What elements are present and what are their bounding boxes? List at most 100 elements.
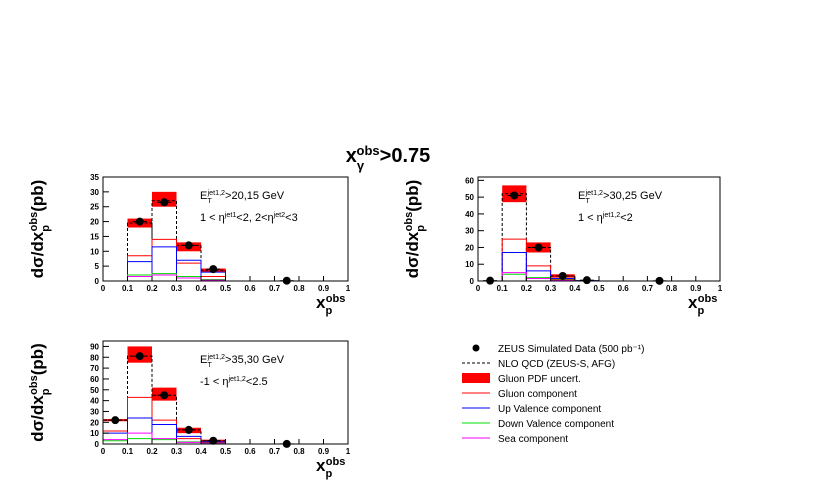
rich-text: dσ/dxpobs(pb) [28,180,52,279]
histogram-bin [127,355,153,444]
x-tick-label: 0.4 [569,284,581,293]
data-point [184,425,193,434]
x-tick-label: 0.6 [244,284,256,293]
y-tick-label: 80 [90,353,99,362]
y-tick-label: 90 [90,342,99,351]
histogram-bin [127,417,153,444]
text-part: E [200,354,207,366]
histogram-bin [127,274,153,281]
text-part: jet1,2 [585,189,603,197]
x-tick-label: 0.9 [318,447,330,456]
text-part: (pb) [28,343,47,375]
legend-label: Up Valence component [498,404,601,415]
legend-label: ZEUS Simulated Data (500 pb⁻¹) [498,344,644,355]
text-part: jet2 [273,211,286,219]
text-part: obs [403,212,415,232]
y-tick-label: 20 [90,218,99,227]
data-point [111,416,120,425]
legend-marker [472,344,480,352]
histogram-bin [127,222,153,281]
rich-text: xpobs [316,293,345,317]
text-part: obs [28,375,40,395]
x-tick-label: 0.9 [690,284,702,293]
rich-text: dσ/dxpobs(pb) [28,343,52,442]
text-part: obs [326,456,346,468]
rich-text: xpobs [316,456,345,480]
x-tick-label: 0 [101,447,106,456]
text-part: x [316,456,326,475]
data-point [558,271,567,280]
y-tick-label: 50 [465,193,474,202]
x-tick-label: 0.1 [122,284,134,293]
rich-text: 1 < ηjet1<2, 2<ηjet2<3 [200,211,298,224]
legend-label: Down Valence component [498,419,614,430]
text-part: <2, 2<η [236,212,273,224]
x-tick-label: 0.8 [293,284,305,293]
text-part: >35,30 GeV [225,354,285,366]
text-part: p [40,225,52,232]
legend-label: Gluon component [498,389,577,400]
text-part: (pb) [28,180,47,212]
x-tick-label: 1 [718,284,723,293]
x-tick-label: 0.9 [318,284,330,293]
histogram-bin [127,255,153,281]
x-tick-label: 0.5 [220,284,232,293]
x-tick-label: 0.3 [171,447,183,456]
histogram-bin [127,438,153,444]
text-part: T [207,361,212,369]
data-point [534,243,543,252]
y-tick-label: 20 [465,243,474,252]
histogram-bin [525,270,552,281]
y-tick-label: 10 [90,429,99,438]
text-part: obs [357,143,380,158]
text-part: jet1,2 [602,211,620,219]
data-point [510,191,519,200]
text-part: obs [28,212,40,232]
text-part: p [325,468,332,480]
text-part: (pb) [403,180,422,212]
rich-text: xpobs [688,293,717,317]
rich-text: ETjet1,2>20,15 GeV [200,189,285,205]
text-part: p [697,305,704,317]
text-part: T [207,197,212,205]
data-point [135,352,144,361]
y-tick-label: 0 [95,277,100,286]
y-tick-label: 10 [465,260,474,269]
histogram-bin [501,193,527,281]
text-part: T [585,197,590,205]
x-tick-label: 1 [346,447,351,456]
text-part: obs [698,293,718,305]
text-part: x [688,293,698,312]
text-part: γ [357,158,365,173]
text-part: p [415,225,427,232]
legend-label: Gluon PDF uncert. [498,374,581,385]
text-part: -1 < η [200,376,228,388]
y-tick-label: 0 [95,440,100,449]
text-part: dσ/dx [403,231,422,278]
legend-label: NLO QCD (ZEUS-S, AFG) [498,359,615,370]
x-tick-label: 0.7 [642,284,654,293]
histogram-bin [127,276,153,281]
x-tick-label: 0.4 [195,284,207,293]
y-tick-label: 15 [90,232,99,241]
histogram-bin [102,432,128,444]
y-tick-label: 30 [90,407,99,416]
y-tick-label: 20 [90,418,99,427]
histogram-bin [127,396,153,444]
text-part: 1 < η [578,212,603,224]
data-point [160,198,169,207]
y-tick-label: 70 [90,364,99,373]
x-tick-label: 0.1 [122,447,134,456]
text-part: <2 [620,212,633,224]
text-part: jet1,2 [207,353,225,361]
x-tick-label: 0.7 [269,284,281,293]
histogram-bin [151,423,177,444]
y-tick-label: 10 [90,247,99,256]
y-tick-label: 40 [90,397,99,406]
text-part: jet1 [224,211,237,219]
x-tick-label: 0.2 [521,284,533,293]
histogram-bin [176,276,202,281]
x-tick-label: 0.6 [618,284,630,293]
histogram-bin [176,259,202,281]
rich-text: -1 < ηjet1,2<2.5 [200,375,268,388]
